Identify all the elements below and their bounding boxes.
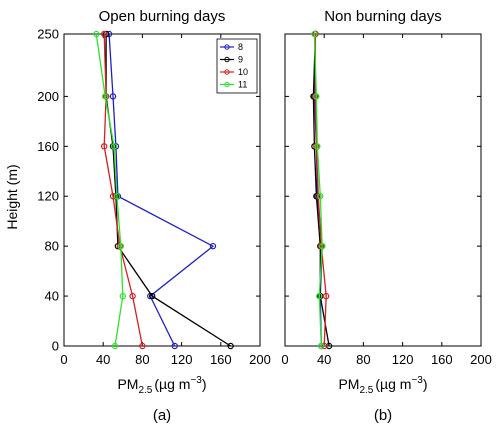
series-line-8-a <box>108 33 215 347</box>
data-point-11-a <box>110 143 118 150</box>
x-tick-label-a: 120 <box>171 352 193 367</box>
x-tick-label-b: 160 <box>431 352 453 367</box>
x-axis-label-part: (µg m <box>154 376 190 392</box>
x-axis-label-a: PM2.5 (µg m−3) <box>117 375 206 396</box>
data-point-10-a <box>100 30 108 38</box>
x-axis-label-part: −3 <box>190 375 202 386</box>
plot-frame-b <box>284 33 482 347</box>
data-point-11-a <box>93 30 100 38</box>
panel-label-a: (a) <box>153 407 171 424</box>
data-point-11-b <box>316 292 323 300</box>
chart-title-b: Non burning days <box>324 8 442 25</box>
y-tick-label-a: 40 <box>45 289 59 304</box>
legend-marker-8 <box>224 44 230 50</box>
legend-marker-10 <box>224 69 230 75</box>
data-point-11-b <box>313 93 320 100</box>
y-tick-label-a: 160 <box>37 139 59 154</box>
data-point-11-b <box>319 242 326 250</box>
data-point-11-a <box>101 93 109 100</box>
y-tick-label-a: 200 <box>37 89 59 104</box>
data-point-10-b <box>322 292 330 300</box>
data-point-11-a <box>119 292 127 300</box>
x-tick-label-a: 200 <box>249 352 271 367</box>
data-point-9-a <box>227 342 234 350</box>
data-point-11-b <box>318 342 325 350</box>
x-axis-label-part: (µg m <box>375 376 411 392</box>
data-point-11-b <box>314 143 321 150</box>
data-point-10-a <box>139 342 146 350</box>
data-point-10-a <box>109 193 117 200</box>
series-line-11-b <box>313 33 323 347</box>
x-tick-label-a: 40 <box>96 352 110 367</box>
series-line-11-a <box>95 33 124 347</box>
y-tick-label-a: 120 <box>37 189 59 204</box>
x-tick-label-a: 0 <box>60 352 67 367</box>
data-point-8-a <box>171 342 178 350</box>
x-axis-label-part: ) <box>202 376 207 392</box>
x-tick-label-b: 40 <box>317 352 331 367</box>
data-point-10-b <box>321 342 328 350</box>
data-point-9-a <box>102 30 110 38</box>
panel-label-b: (b) <box>374 407 392 424</box>
x-axis-label-part: 2.5 <box>359 385 373 396</box>
x-axis-label-b: PM2.5 (µg m−3) <box>338 375 427 396</box>
data-point-11-b <box>317 193 324 200</box>
x-tick-label-b: 0 <box>281 352 288 367</box>
y-tick-label-a: 80 <box>45 239 59 254</box>
series-line-10-b <box>314 34 327 347</box>
data-point-8-a <box>209 242 217 250</box>
legend-marker-9 <box>224 56 230 63</box>
x-axis-label-part: 2.5 <box>138 385 152 396</box>
data-point-9-b <box>313 193 320 200</box>
legend-marker-11 <box>224 81 230 88</box>
x-axis-label-part: ) <box>423 376 428 392</box>
x-tick-label-a: 80 <box>135 352 149 367</box>
data-point-10-a <box>100 143 108 150</box>
legend-label-11: 11 <box>238 80 247 90</box>
x-tick-label-b: 200 <box>470 352 492 367</box>
data-point-9-a <box>148 292 156 300</box>
legend-label-9: 9 <box>238 55 243 65</box>
data-point-11-a <box>117 242 125 250</box>
plot-frame-a <box>63 33 261 347</box>
x-tick-label-a: 160 <box>210 352 232 367</box>
data-point-11-a <box>113 193 121 200</box>
series-line-10-a <box>103 33 144 347</box>
series-line-9-a <box>105 34 231 347</box>
data-point-8-a <box>109 93 117 100</box>
y-tick-label-a: 0 <box>52 339 59 354</box>
y-axis-label: Height (m) <box>4 164 20 229</box>
data-point-10-a <box>129 292 136 300</box>
data-point-11-a <box>111 342 119 350</box>
x-tick-label-b: 80 <box>356 352 370 367</box>
chart-title-a: Open burning days <box>99 8 226 25</box>
x-axis-label-part: PM <box>338 376 359 392</box>
legend-label-10: 10 <box>238 67 248 77</box>
x-tick-label-b: 120 <box>392 352 414 367</box>
x-axis-label-part: −3 <box>411 375 423 386</box>
legend-label-8: 8 <box>238 42 243 52</box>
data-point-11-b <box>311 30 318 38</box>
y-tick-label-a: 250 <box>37 27 59 42</box>
x-axis-label-part: PM <box>117 376 138 392</box>
